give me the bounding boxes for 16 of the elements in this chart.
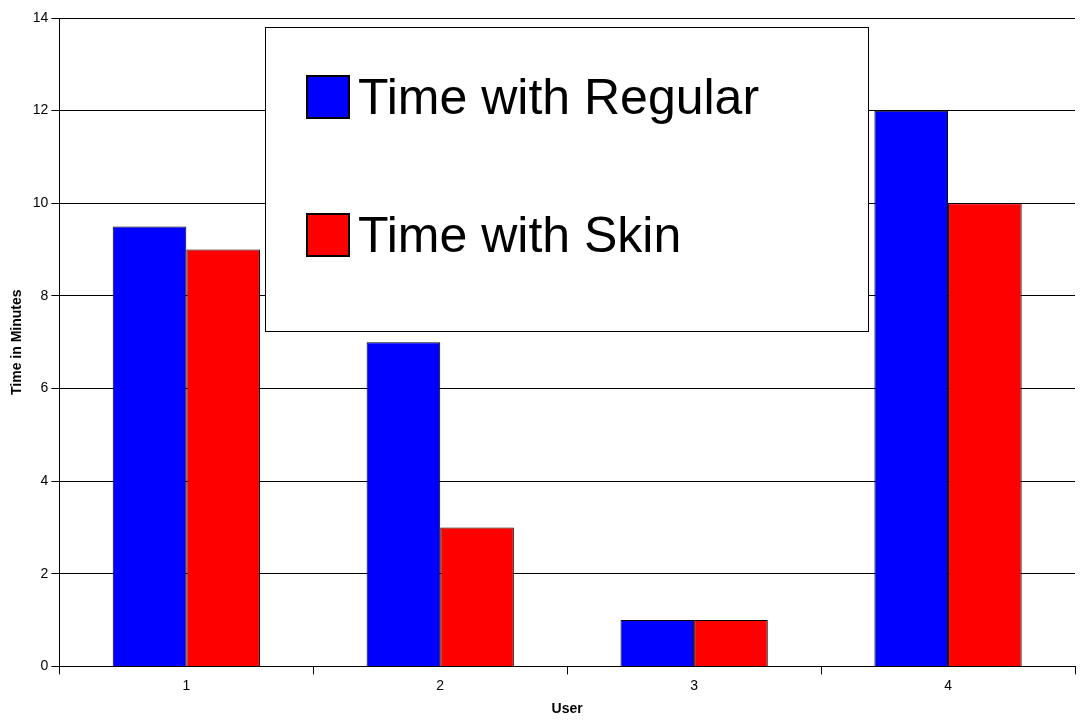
y-tick-label: 10 <box>32 194 49 211</box>
y-tick-label: 14 <box>32 8 49 25</box>
x-tick-label: 1 <box>182 676 191 693</box>
y-tick-label: 8 <box>40 286 49 303</box>
legend-label: Time with Regular <box>358 68 760 126</box>
legend-label: Time with Skin <box>358 206 682 264</box>
y-tick-label: 4 <box>40 472 49 488</box>
y-tick-label: 12 <box>32 101 49 118</box>
x-tick-label: 2 <box>436 676 445 693</box>
y-axis-title: Time in Minutes <box>8 289 25 395</box>
y-tick-label: 0 <box>40 657 49 674</box>
y-tick-label: 2 <box>40 564 49 581</box>
y-tick-label: 6 <box>40 379 49 396</box>
x-tick-label: 3 <box>690 676 699 693</box>
x-tick-label: 4 <box>944 676 953 693</box>
x-axis-title: User <box>551 700 584 717</box>
